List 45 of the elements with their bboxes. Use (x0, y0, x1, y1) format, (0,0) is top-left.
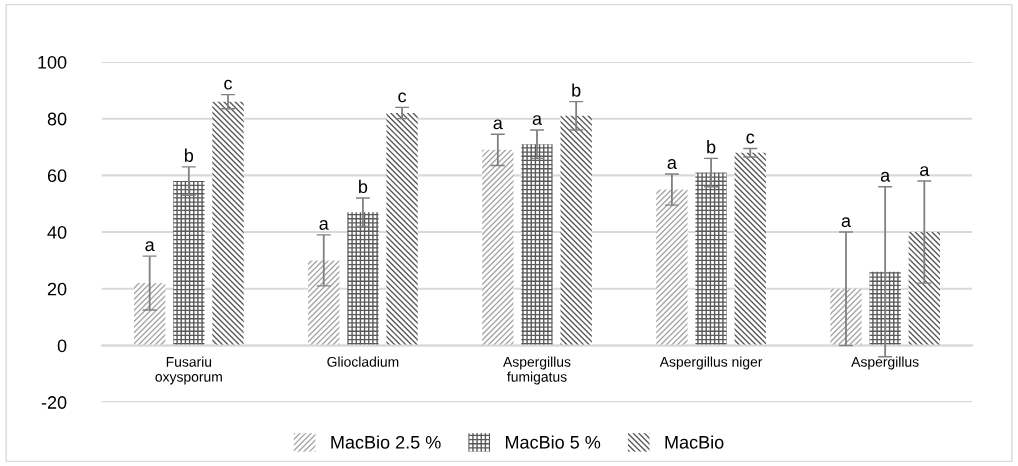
annotation: b (572, 83, 581, 97)
x-tick-label: Aspergillus (851, 356, 919, 370)
y-tick-label: 100 (38, 55, 67, 69)
annotation: a (667, 159, 677, 169)
bar (734, 152, 766, 346)
annotation: a (145, 241, 155, 252)
bar (830, 288, 862, 346)
annotation: a (841, 217, 851, 228)
annotation: a (319, 220, 329, 230)
bar (347, 212, 379, 346)
bar (308, 260, 340, 346)
annotation: a (920, 166, 930, 177)
legend-label: MacBio (665, 435, 724, 449)
annotation: a (493, 119, 503, 130)
bar (560, 115, 592, 346)
y-tick-label: 20 (47, 282, 67, 296)
annotation: a (532, 115, 543, 126)
bar (386, 113, 418, 346)
annotation: c (224, 79, 233, 90)
x-tick-label: Fusariu oxysporum (155, 356, 222, 385)
annotation: b (184, 148, 194, 162)
legend-label: MacBio 5 % (505, 435, 601, 449)
y-tick-label: -20 (41, 396, 67, 409)
x-tick-label: Aspergillus fumigatus (503, 356, 571, 385)
bar (482, 149, 514, 346)
bar (869, 271, 901, 346)
annotation: c (746, 133, 755, 144)
y-tick-label: 80 (47, 112, 67, 126)
x-tick-label: Aspergillus niger (659, 356, 763, 370)
bar (173, 181, 205, 346)
y-tick-label: 0 (57, 339, 67, 353)
y-tick-label: 40 (47, 226, 67, 239)
bar (212, 101, 244, 346)
annotation: b (707, 140, 716, 154)
legend-label: MacBio 2.5 % (331, 435, 441, 449)
annotation: a (880, 171, 891, 182)
bar (134, 283, 166, 346)
bar (695, 172, 727, 346)
annotation: c (398, 92, 407, 103)
y-tick-label: 60 (47, 169, 67, 183)
bar (521, 144, 553, 346)
bar (908, 232, 940, 346)
bar (656, 189, 688, 346)
x-tick-label: Gliocladium (327, 356, 399, 367)
annotation: b (359, 179, 368, 194)
